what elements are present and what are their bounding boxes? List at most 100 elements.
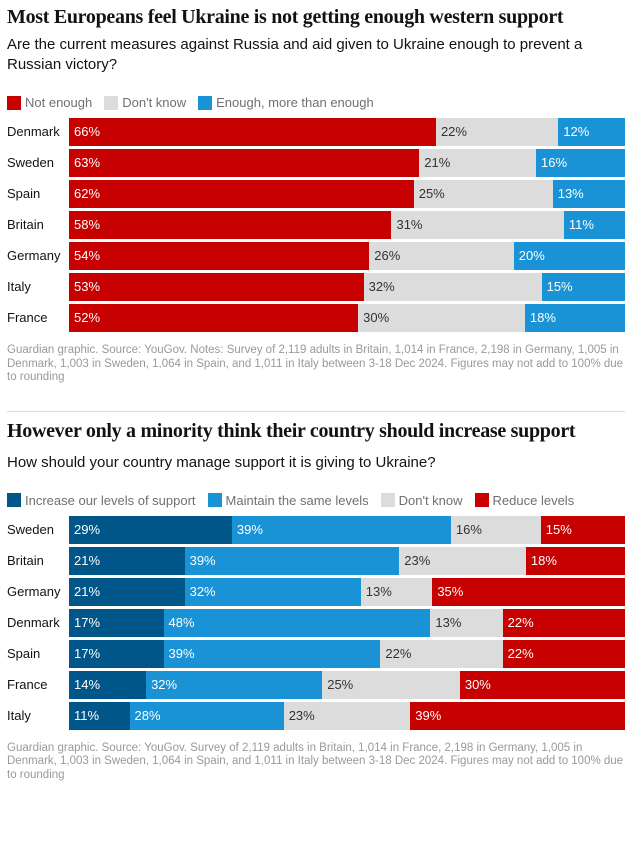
bar-segment: 54% [69,242,370,270]
bar-value-label: 13% [365,583,392,599]
bar-value-label: 20% [518,248,545,263]
bar-segment: 11% [69,701,130,730]
legend-label: Increase our levels of support [25,492,196,508]
bar-value-label: 32% [189,583,216,599]
bar-value-label: 11% [568,217,594,232]
legend-label: Maintain the same levels [225,492,369,508]
chart1-subtitle: Are the current measures against Russia … [7,36,583,73]
legend-item: Reduce levels [474,492,575,508]
bar-segment: 14% [69,670,147,699]
legend-item: Increase our levels of support [7,493,196,508]
bar-value-label: 13% [435,614,462,630]
legend-swatch [7,493,21,507]
bar-value-label: 63% [74,155,101,170]
bar-value-label: 18% [530,552,557,568]
bar-value-label: 32% [368,279,395,294]
bar-value-label: 30% [464,676,491,692]
bar-row: Denmark 17% 48% 13% 22% [0,608,640,637]
bar-value-label: 22% [507,645,534,661]
legend-label: Not enough [25,95,93,110]
chart2-bars: Sweden 29% 39% 16% 15% Britain 21% 39% 23% 18% Ger… [0,515,640,730]
country-label: Sweden [7,521,54,537]
bar-segment: 23% [399,546,526,575]
bar-segment: 28% [129,701,284,730]
bar-segment: 39% [231,515,451,544]
chart1-bars: Denmark 66% 22% 12% Sweden 63% 21% 16% Spain 62% 2… [0,118,640,332]
bar-row: Britain 58% 31% 11% [0,211,640,239]
bar-value-label: 23% [288,707,315,723]
bar-segment: 58% [69,211,392,239]
bar-segment: 35% [432,577,625,606]
bar-value-label: 28% [134,707,161,723]
bar-segment: 11% [563,211,625,239]
bar-value-label: 39% [415,707,442,723]
legend-swatch [7,95,21,110]
bar-segment: 18% [525,546,625,575]
bar-segment: 13% [552,180,625,208]
bar-value-label: 16% [541,155,568,170]
bar-segment: 53% [69,273,364,301]
bar-value-label: 17% [74,614,101,630]
bar-segment: 52% [69,304,359,332]
country-label: Italy [7,707,31,723]
legend-swatch [198,95,213,110]
country-label: Denmark [7,614,60,630]
legend-item: Maintain the same levels [207,492,369,508]
country-label: Germany [7,583,61,599]
bar-row: Germany 54% 26% 20% [0,242,640,270]
bar-segment: 26% [369,242,514,270]
country-label: Britain [7,217,44,232]
bar-value-label: 17% [74,645,101,661]
bar-segment: 23% [283,701,411,730]
bar-value-label: 22% [507,614,534,630]
bar-segment: 17% [69,639,164,668]
bar-value-label: 58% [74,217,101,232]
legend-swatch [380,493,395,507]
bar-value-label: 22% [440,124,467,139]
bar-segment: 29% [69,515,232,544]
bar-row: Italy 11% 28% 23% 39% [0,701,640,730]
bar-value-label: 39% [236,521,263,537]
bar-row: Italy 53% 32% 15% [0,273,640,301]
bar-segment: 22% [380,639,503,668]
bar-value-label: 25% [418,186,445,201]
chart2-section: However only a minority think their coun… [0,420,632,783]
bar-value-label: 18% [529,310,556,325]
bar-segment: 16% [450,515,541,544]
bar-value-label: 29% [74,521,101,537]
bar-segment: 32% [184,577,361,606]
bar-value-label: 21% [424,155,451,170]
bar-value-label: 13% [557,186,584,201]
bar-segment: 66% [69,118,436,146]
legend-label: Reduce levels [492,492,575,508]
legend-item: Don't know [380,493,463,508]
bar-value-label: 35% [437,583,464,599]
bar-value-label: 32% [151,676,178,692]
bar-segment: 15% [541,273,625,301]
bar-segment: 30% [358,304,525,332]
bar-segment: 48% [163,608,431,637]
bar-value-label: 11% [74,707,100,723]
bar-segment: 25% [413,180,553,208]
bar-segment: 22% [502,639,625,668]
bar-row: France 14% 32% 25% 30% [0,670,640,699]
bar-segment: 16% [536,149,625,177]
bar-value-label: 25% [327,676,354,692]
chart2-subtitle: How should your country manage support i… [7,453,436,471]
bar-segment: 20% [513,242,625,270]
legend-item: Not enough [7,95,92,110]
bar-segment: 39% [163,639,381,668]
bar-value-label: 39% [168,645,195,661]
bar-value-label: 12% [563,124,590,139]
bar-segment: 30% [459,670,625,699]
chart2-legend: Increase our levels of support Maintain t… [7,493,625,508]
bar-row: France 52% 30% 18% [0,304,640,332]
bar-value-label: 26% [374,248,401,263]
bar-row: Sweden 29% 39% 16% 15% [0,515,640,544]
legend-swatch [207,493,222,507]
bar-value-label: 53% [74,279,101,294]
legend-swatch [104,95,119,110]
country-label: Spain [7,186,41,201]
bar-segment: 21% [69,546,185,575]
country-label: Sweden [7,155,54,170]
